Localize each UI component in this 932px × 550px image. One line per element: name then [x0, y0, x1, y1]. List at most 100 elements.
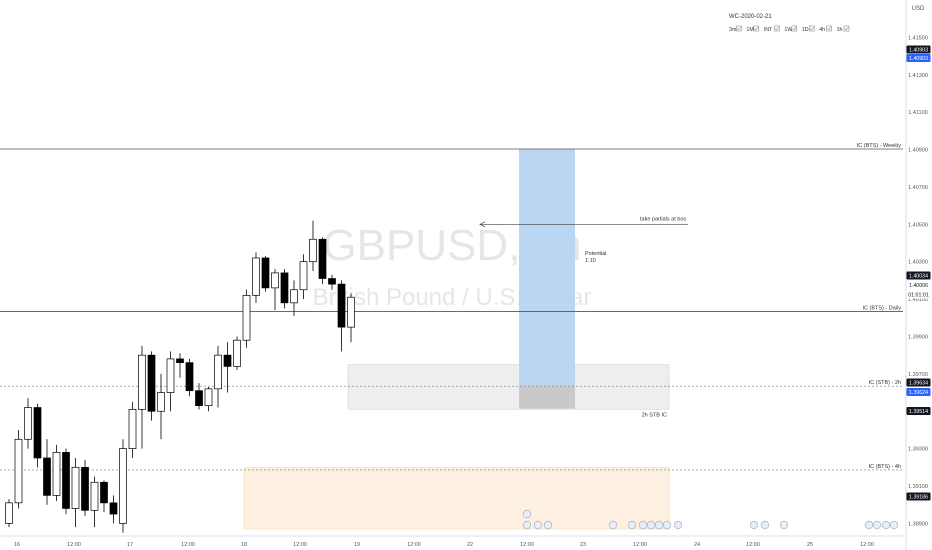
candle-body[interactable]: [347, 296, 355, 328]
checkbox-icon[interactable]: [826, 25, 832, 32]
x-tick-label: 12:00: [67, 542, 81, 548]
event-flag-icon[interactable]: [881, 520, 891, 530]
candle-body[interactable]: [233, 339, 241, 367]
level-label: IC (BTS) - 4h: [869, 464, 901, 470]
price-label-text: 1.40034: [909, 274, 928, 280]
candle-body[interactable]: [290, 289, 298, 304]
price-label-box: [906, 492, 931, 501]
event-flag-icon[interactable]: [749, 520, 759, 530]
event-flag-icon[interactable]: [654, 520, 664, 530]
x-tick-label: 24: [694, 542, 700, 548]
y-tick-label: 1.40300: [908, 260, 928, 266]
event-flag-icon[interactable]: [779, 520, 789, 530]
y-tick-label: 1.39300: [908, 447, 928, 453]
candle-body[interactable]: [71, 466, 80, 509]
candle-body[interactable]: [271, 272, 279, 289]
event-flag-icon[interactable]: [673, 520, 683, 530]
price-label-text: 01:01:01: [908, 293, 929, 299]
y-tick-label: 1.39100: [908, 484, 928, 490]
event-flag-icon[interactable]: [627, 520, 637, 530]
event-flag-icon[interactable]: [760, 520, 770, 530]
candle-body[interactable]: [24, 407, 32, 440]
currency-label: USD: [912, 6, 925, 12]
candle-body[interactable]: [318, 238, 327, 279]
event-flag-icon[interactable]: [889, 520, 899, 530]
event-flag-icon[interactable]: [864, 520, 874, 530]
checkbox-icon[interactable]: [774, 25, 780, 32]
tf-flag-label: 3m: [729, 27, 737, 33]
candle-body[interactable]: [119, 448, 127, 524]
checkbox-icon[interactable]: [843, 25, 850, 32]
x-tick-label: 17: [127, 542, 133, 548]
candle-body[interactable]: [309, 238, 317, 263]
checkbox-icon[interactable]: [753, 25, 760, 32]
tf-flag-label: 1M: [746, 27, 753, 33]
candle-body[interactable]: [280, 272, 289, 304]
event-flag-icon[interactable]: [522, 520, 532, 530]
tf-flag-label: INT: [764, 27, 773, 33]
event-flag-icon[interactable]: [638, 520, 648, 530]
candle-body[interactable]: [138, 354, 146, 410]
zone-label: 2h STB IC: [642, 412, 667, 418]
candle-body[interactable]: [185, 362, 194, 392]
candle-body[interactable]: [147, 354, 156, 412]
candle-body[interactable]: [299, 261, 308, 291]
candle-body[interactable]: [52, 452, 61, 496]
annotation-text: take partials at bos: [640, 216, 686, 222]
candle-body[interactable]: [33, 407, 42, 459]
event-flag-icon[interactable]: [872, 520, 882, 530]
event-flag-icon[interactable]: [608, 520, 618, 530]
candle-body[interactable]: [261, 257, 270, 289]
projection-risk-area[interactable]: [519, 386, 575, 409]
price-label-box: [906, 290, 931, 299]
candle-body[interactable]: [62, 452, 70, 509]
zone-2h-stb-ic[interactable]: [347, 364, 670, 410]
price-label-box: [906, 407, 931, 415]
candle-body[interactable]: [176, 358, 184, 363]
price-label-box: [906, 271, 931, 280]
x-tick-label: 22: [467, 542, 473, 548]
tf-flag-label: 1h: [837, 27, 843, 33]
projection-profit-area[interactable]: [519, 148, 575, 387]
candle-body[interactable]: [90, 481, 99, 511]
candle-body[interactable]: [337, 283, 346, 328]
candle-body[interactable]: [100, 481, 108, 504]
candle-body[interactable]: [195, 390, 203, 406]
candle-body[interactable]: [5, 502, 13, 524]
week-label: WC-2020-02-21: [729, 14, 772, 20]
candle-body[interactable]: [157, 392, 165, 412]
checkbox-icon[interactable]: [736, 25, 742, 32]
x-tick-label: 23: [580, 542, 586, 548]
zone-4h-zone[interactable]: [243, 467, 670, 530]
candle-body[interactable]: [109, 502, 118, 515]
candle-body[interactable]: [204, 388, 213, 406]
event-flag-icon[interactable]: [543, 520, 553, 530]
projection-ratio: 1:10: [585, 258, 596, 264]
price-label-text: 1.40903: [909, 48, 928, 54]
price-label-box: [906, 281, 931, 289]
event-flag-icon[interactable]: [646, 520, 656, 530]
level-label: IC (BTS) - Daily: [863, 305, 902, 311]
candle-body[interactable]: [242, 295, 251, 341]
candle-body[interactable]: [81, 466, 89, 511]
event-flag-icon[interactable]: [533, 520, 543, 530]
event-flag-icon[interactable]: [662, 520, 672, 530]
price-label-box: [906, 378, 931, 387]
candle-body[interactable]: [223, 354, 232, 367]
candle-body[interactable]: [128, 409, 137, 449]
candle-body[interactable]: [328, 278, 336, 285]
tf-flag-label: 1D: [802, 27, 809, 33]
event-flag-icon[interactable]: [522, 509, 532, 519]
candle-body[interactable]: [252, 257, 260, 296]
candle-body[interactable]: [14, 438, 23, 504]
candle-body[interactable]: [43, 457, 51, 496]
price-label-text: 1.39514: [909, 409, 928, 415]
candle-body[interactable]: [166, 358, 175, 393]
checkbox-icon[interactable]: [791, 25, 798, 32]
checkbox-icon[interactable]: [808, 25, 815, 32]
candle-body[interactable]: [214, 354, 222, 390]
x-tick-label: 16: [14, 542, 20, 548]
price-label-text: 1.40006: [909, 283, 928, 289]
